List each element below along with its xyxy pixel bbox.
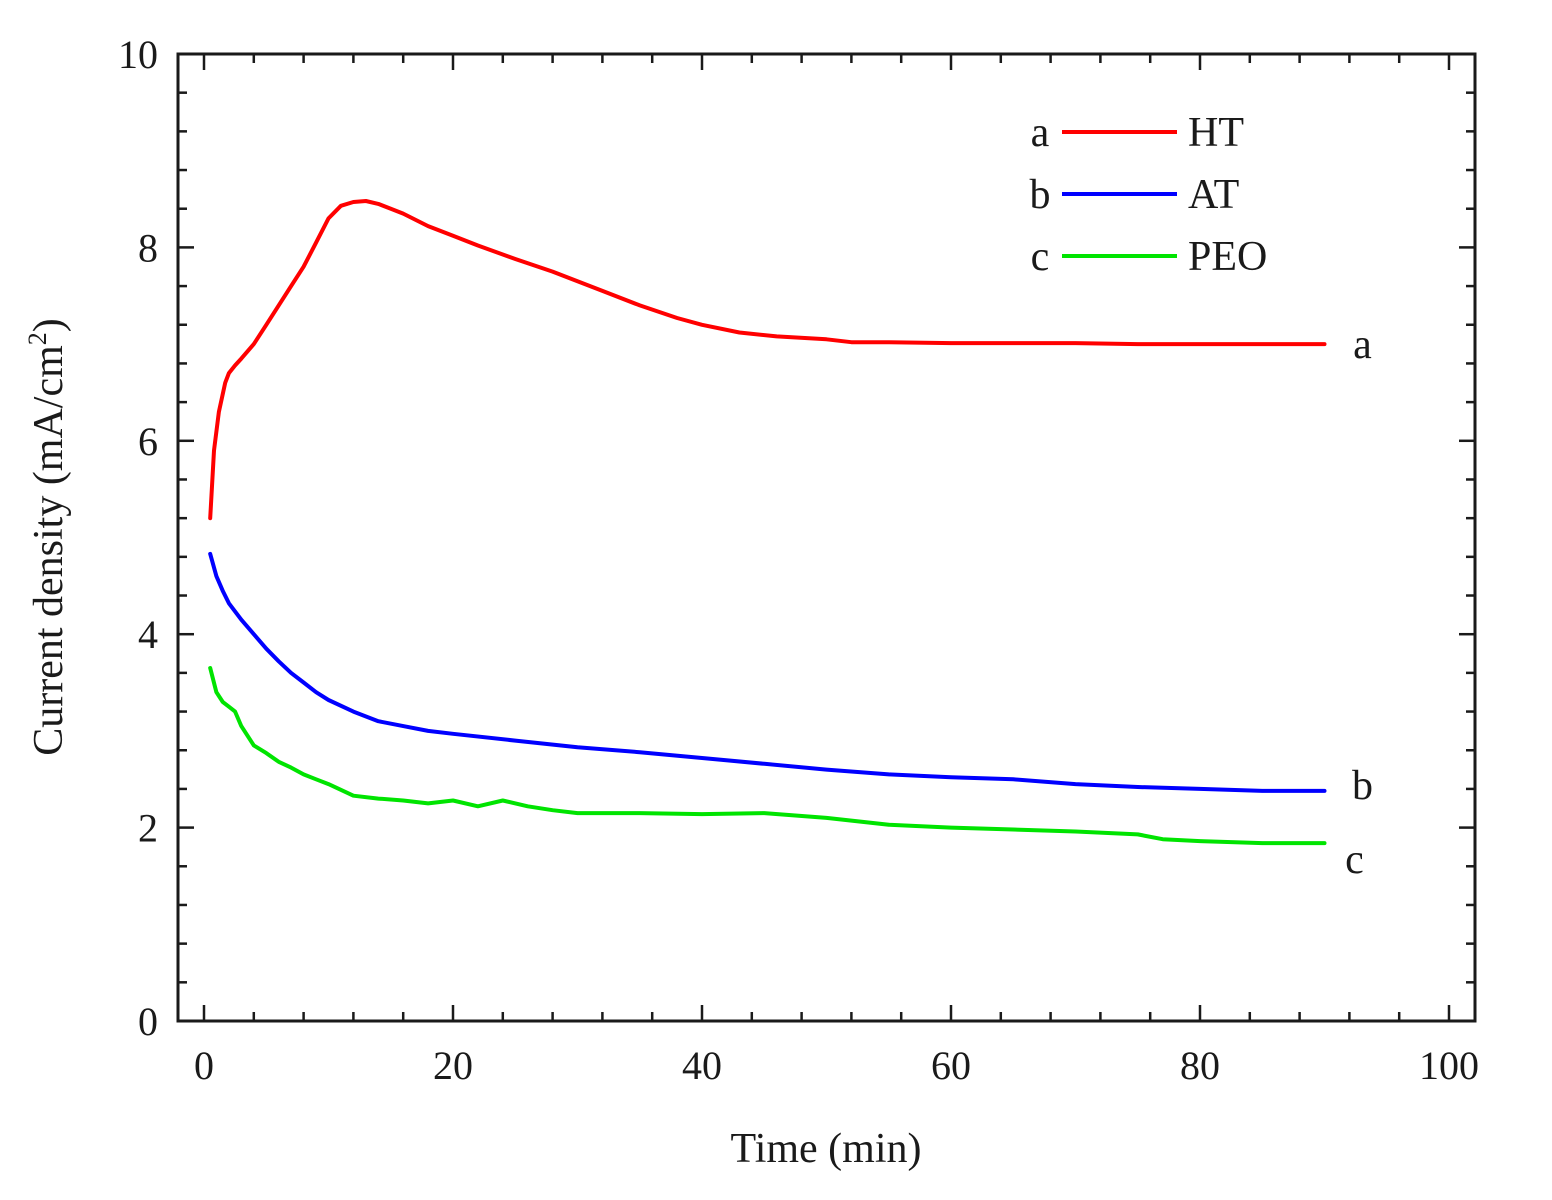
x-tick-label: 60 bbox=[931, 1043, 971, 1088]
x-tick-label: 80 bbox=[1180, 1043, 1220, 1088]
series-lines bbox=[208, 199, 1327, 846]
end-label-at: b bbox=[1352, 763, 1373, 809]
legend-entry-peo: c PEO bbox=[1031, 234, 1268, 280]
x-tick-label: 40 bbox=[682, 1043, 722, 1088]
y-axis-title: Current density (mA/cm2) bbox=[23, 318, 72, 756]
y-tick-label: 8 bbox=[138, 225, 158, 270]
y-axis-title-sup: 2 bbox=[23, 332, 52, 345]
x-axis-title: Time (min) bbox=[731, 1126, 922, 1172]
y-tick-label: 10 bbox=[118, 32, 158, 77]
end-label-ht: a bbox=[1353, 322, 1372, 368]
y-axis-title-close: ) bbox=[26, 318, 72, 332]
series-end-labels: a bc bbox=[1345, 322, 1373, 883]
y-tick-label: 2 bbox=[138, 806, 158, 851]
y-axis-title-main: Current density (mA/cm bbox=[26, 345, 72, 756]
axis-ticks bbox=[178, 52, 1475, 1023]
series-line-peo bbox=[208, 666, 1327, 846]
y-tick-label: 0 bbox=[138, 999, 158, 1044]
x-tick-label: 0 bbox=[194, 1043, 214, 1088]
series-line-at bbox=[208, 551, 1327, 793]
legend-letter-peo: c bbox=[1031, 234, 1050, 280]
y-tick-label: 6 bbox=[138, 419, 158, 464]
y-tick-label: 4 bbox=[138, 612, 158, 657]
legend: a HT b AT c PEO bbox=[1030, 110, 1268, 280]
axis-tick-labels: 0 20 40 60 80 100 0 2 4 6 8 10 bbox=[118, 32, 1479, 1088]
legend-label-peo: PEO bbox=[1188, 234, 1267, 280]
x-tick-label: 100 bbox=[1419, 1043, 1479, 1088]
plot-frame bbox=[176, 52, 1477, 1023]
legend-label-ht: HT bbox=[1188, 110, 1244, 156]
x-tick-label: 20 bbox=[433, 1043, 473, 1088]
legend-letter-ht: a bbox=[1031, 110, 1050, 156]
legend-label-at: AT bbox=[1188, 172, 1239, 218]
legend-entry-at: b AT bbox=[1030, 172, 1240, 218]
end-label-peo: c bbox=[1345, 837, 1364, 883]
legend-letter-at: b bbox=[1030, 172, 1051, 218]
series-line-ht bbox=[208, 199, 1327, 521]
legend-entry-ht: a HT bbox=[1031, 110, 1244, 156]
